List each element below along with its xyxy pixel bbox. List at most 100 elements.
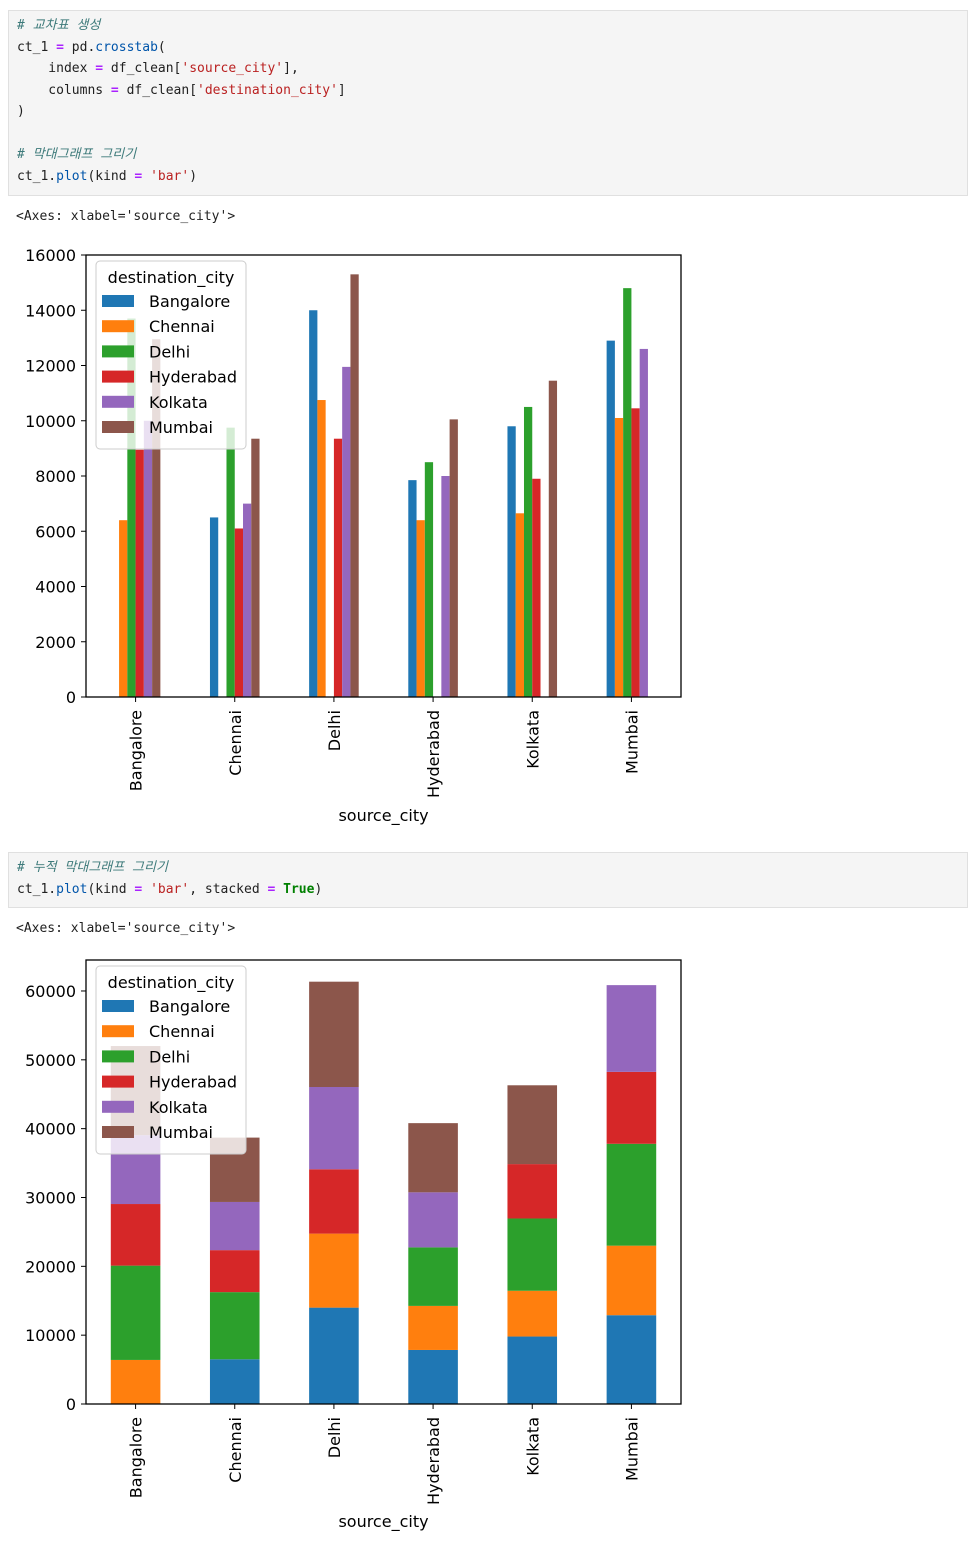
code-token: ( [157, 39, 166, 55]
bar-mumbai [507, 1085, 558, 1165]
code-token: ct_1. [17, 881, 57, 897]
stacked-bar-chart: 0 10000 20000 30000 40000 50000 60000 Bangalore… [25, 959, 682, 1532]
code-token: = [56, 39, 64, 55]
code-editor[interactable]: # 누적 막대그래프 그리기 ct_1.plot(kind = 'bar', st… [9, 853, 967, 900]
bar-chennai [408, 1305, 458, 1350]
legend-title: destination_city [108, 268, 235, 288]
legend-label: Delhi [149, 1047, 190, 1066]
legend-swatch-kolkata [102, 395, 134, 408]
code-token: (kind [87, 881, 135, 897]
y-tick-label: 0 [66, 688, 76, 707]
bar-bangalore [408, 1349, 458, 1404]
y-tick-label: 12000 [25, 357, 76, 376]
y-tick-label: 30000 [25, 1188, 76, 1207]
bar-delhi [623, 288, 632, 697]
bar-delhi [408, 1247, 458, 1306]
code-token: (kind [87, 168, 135, 184]
code-cell-stacked[interactable]: # 누적 막대그래프 그리기 ct_1.plot(kind = 'bar', st… [8, 852, 968, 908]
legend-label: Kolkata [149, 393, 208, 412]
legend-label: Kolkata [149, 1098, 208, 1117]
code-token: plot [56, 881, 88, 897]
code-token: = [95, 61, 104, 76]
bar-chennai [614, 417, 624, 697]
legend-label: Bangalore [149, 292, 230, 311]
code-token: ] [337, 82, 346, 98]
code-token: # 누적 막대그래프 그리기 [17, 860, 168, 875]
code-token: ) [314, 881, 323, 897]
legend-swatch-mumbai [102, 421, 134, 433]
bar-chennai [515, 513, 524, 697]
bar-bangalore [606, 1315, 657, 1404]
bar-bangalore [209, 1359, 260, 1404]
bar-hyderabad [333, 438, 343, 697]
legend-label: Hyderabad [149, 368, 237, 387]
cell-output-text: <Axes: xlabel='source_city'> [16, 921, 236, 936]
y-tick-label: 14000 [25, 301, 76, 320]
code-token: df_clean[ [118, 82, 198, 98]
y-tick-label: 50000 [25, 1051, 76, 1070]
code-token: index [17, 61, 96, 76]
bar-bangalore [408, 480, 417, 697]
y-tick-label: 10000 [25, 1326, 76, 1345]
bar-kolkata [639, 348, 648, 697]
bar-kolkata [209, 1201, 260, 1251]
bar-mumbai [548, 380, 558, 697]
legend-swatch-kolkata [102, 1100, 134, 1113]
legend-label: Mumbai [149, 1123, 213, 1142]
code-line: ​ [17, 123, 967, 145]
code-token: , stacked [189, 881, 268, 897]
bar-bangalore [507, 1336, 558, 1404]
y-tick-label: 2000 [35, 633, 76, 652]
code-token: # 막대그래프 그리기 [17, 147, 137, 162]
code-token: ) [189, 168, 198, 184]
code-line: ) [17, 101, 967, 123]
bar-delhi [209, 1292, 260, 1360]
bar-bangalore [606, 340, 615, 697]
legend-swatch-chennai [102, 320, 134, 333]
axes-frame [85, 959, 682, 1405]
code-token: ], [283, 61, 299, 76]
bar-bangalore [309, 310, 318, 697]
code-token: = [134, 168, 143, 184]
code-token: ct_1 [17, 39, 57, 55]
x-tick-label: Bangalore [127, 710, 146, 791]
grouped-bar-chart: 0 2000 4000 6000 8000 10000 12000 14000 16000 Ban… [25, 246, 682, 826]
x-tick-label: Chennai [226, 710, 245, 776]
legend-swatch-hyderabad [102, 1075, 134, 1088]
code-cell-crosstab[interactable]: # 교차표 생성 ct_1 = pd.crosstab( index = df_c… [8, 10, 968, 196]
bar-delhi [606, 1143, 657, 1246]
legend-swatch-hyderabad [102, 370, 134, 383]
code-line: ct_1.plot(kind = 'bar', stacked = True) [17, 879, 967, 901]
bar-delhi [523, 406, 533, 697]
code-token: True [283, 881, 315, 897]
bar-hyderabad [110, 1204, 161, 1266]
bar-hyderabad [309, 1169, 359, 1234]
code-token [142, 882, 150, 897]
legend-title: destination_city [108, 973, 235, 993]
code-line: ct_1 = pd.crosstab( [17, 37, 967, 59]
code-token: ) [17, 104, 25, 119]
x-tick-label: Bangalore [127, 1417, 146, 1498]
legend-swatch-bangalore [102, 295, 134, 307]
code-line: ct_1.plot(kind = 'bar') [17, 166, 967, 188]
bar-hyderabad [606, 1071, 657, 1144]
code-token [275, 882, 283, 897]
bar-chennai [119, 520, 128, 697]
bar-chennai [416, 520, 425, 697]
bar-mumbai [408, 1123, 458, 1193]
bar-mumbai [350, 274, 359, 697]
code-token: df_clean[ [103, 61, 182, 76]
y-tick-label: 60000 [25, 982, 76, 1001]
x-tick-label: Kolkata [523, 1417, 542, 1476]
y-tick-label: 16000 [25, 246, 76, 265]
x-tick-label: Mumbai [622, 1417, 641, 1481]
bar-mumbai [449, 419, 458, 697]
bar-kolkata [143, 420, 153, 697]
bar-chennai [507, 1290, 558, 1337]
code-token: = [267, 881, 276, 897]
x-tick-label: Delhi [325, 710, 344, 751]
bar-delhi [226, 427, 235, 697]
code-line: # 누적 막대그래프 그리기 [17, 857, 967, 879]
code-token: = [110, 82, 119, 98]
code-editor[interactable]: # 교차표 생성 ct_1 = pd.crosstab( index = df_c… [9, 11, 967, 187]
